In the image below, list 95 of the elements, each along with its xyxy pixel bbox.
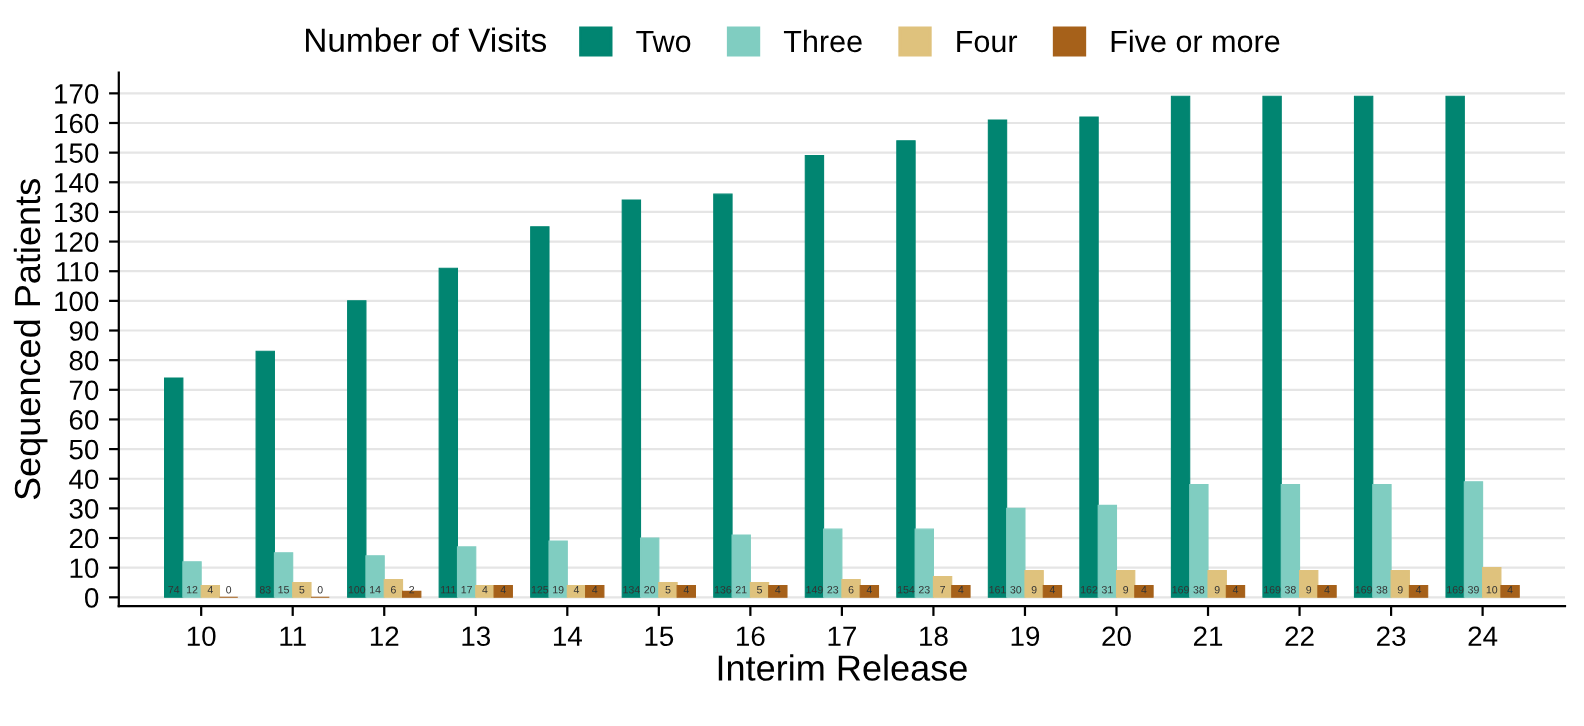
bar [365, 555, 385, 598]
bar [493, 584, 513, 598]
x-tick-label: 21 [1193, 626, 1223, 646]
x-tick-label: 20 [1102, 626, 1131, 647]
bar [1262, 95, 1282, 598]
y-tick-label: 150 [55, 143, 99, 163]
x-tick-label: 17 [828, 626, 856, 646]
y-tick-label: 130 [55, 202, 99, 223]
bar [1408, 584, 1429, 598]
x-tick-label: 14 [553, 626, 582, 646]
bar [1353, 95, 1374, 598]
bar [548, 540, 568, 598]
bar [951, 584, 971, 598]
bar [273, 552, 294, 598]
x-tick-label: 12 [370, 626, 399, 646]
bar [713, 193, 733, 598]
x-tick-label: 15 [645, 626, 674, 647]
bar [585, 584, 605, 598]
bar [347, 300, 367, 598]
y-tick-label: 0 [84, 587, 99, 608]
bar [182, 561, 202, 598]
x-tick-label: 10 [187, 626, 216, 647]
legend-label: Four [957, 30, 1018, 53]
y-tick-label: 70 [69, 380, 99, 401]
bar [1097, 504, 1118, 598]
bar [1170, 95, 1191, 598]
y-tick-label: 80 [69, 350, 99, 371]
bar [676, 584, 697, 598]
bar [1445, 95, 1465, 598]
bar [456, 546, 477, 598]
bar [1189, 484, 1209, 598]
legend-label: Five or more [1111, 29, 1280, 53]
bar [1024, 570, 1044, 598]
bar [768, 584, 788, 598]
bar [1134, 584, 1154, 598]
bar [200, 584, 221, 598]
x-axis-title: Interim Release [718, 654, 967, 681]
bar [621, 199, 642, 598]
x-tick-label: 16 [737, 626, 765, 647]
bar [1482, 567, 1502, 598]
bar [164, 377, 184, 598]
y-tick-label: 20 [69, 528, 99, 549]
bar [292, 581, 312, 598]
y-tick-label: 60 [69, 410, 99, 430]
bar [1390, 570, 1410, 598]
bar [639, 537, 660, 598]
y-tick-label: 170 [55, 84, 99, 104]
bar [841, 578, 861, 598]
y-tick-label: 40 [69, 469, 99, 490]
bar [1280, 484, 1301, 598]
y-tick-label: 10 [70, 558, 99, 579]
y-tick-label: 160 [55, 113, 99, 134]
bar [1463, 481, 1484, 598]
bar [1006, 507, 1026, 598]
bar [1298, 570, 1319, 598]
y-tick-label: 120 [55, 232, 99, 252]
y-tick-label: 100 [55, 291, 99, 312]
bar [1079, 116, 1099, 598]
bar [438, 267, 459, 598]
bar [859, 584, 880, 598]
legend-label: Three [783, 29, 862, 53]
bar [255, 350, 275, 598]
x-tick-label: 22 [1285, 626, 1314, 646]
bar [1500, 584, 1520, 598]
bar [1042, 584, 1063, 598]
y-tick-label: 30 [69, 499, 99, 519]
y-tick-label: 50 [69, 439, 99, 460]
y-tick-label: 140 [55, 172, 99, 193]
x-tick-label: 19 [1011, 626, 1040, 647]
bar [731, 534, 751, 598]
y-tick-label: 110 [57, 261, 99, 282]
bar [804, 155, 825, 598]
y-axis-title: Sequenced Patients [13, 179, 48, 500]
legend-title: Number of Visits [306, 27, 547, 52]
bar [1115, 570, 1136, 598]
x-tick-label: 24 [1468, 626, 1498, 646]
bar [987, 119, 1008, 598]
x-tick-label: 11 [280, 626, 306, 646]
x-tick-label: 13 [462, 626, 490, 647]
x-tick-label: 23 [1377, 626, 1406, 647]
bar [530, 226, 550, 598]
bar [914, 528, 934, 598]
x-tick-label: 18 [920, 626, 948, 647]
bar [1207, 570, 1227, 598]
bar [1317, 584, 1337, 598]
bar [896, 140, 916, 598]
bar [401, 590, 422, 598]
bar [383, 578, 404, 598]
y-tick-label: 90 [69, 321, 99, 341]
legend-label: Two [636, 30, 691, 53]
bar [823, 528, 843, 598]
bar [658, 581, 678, 598]
bar [1372, 484, 1392, 598]
bar [1225, 584, 1246, 598]
bar [932, 576, 953, 598]
